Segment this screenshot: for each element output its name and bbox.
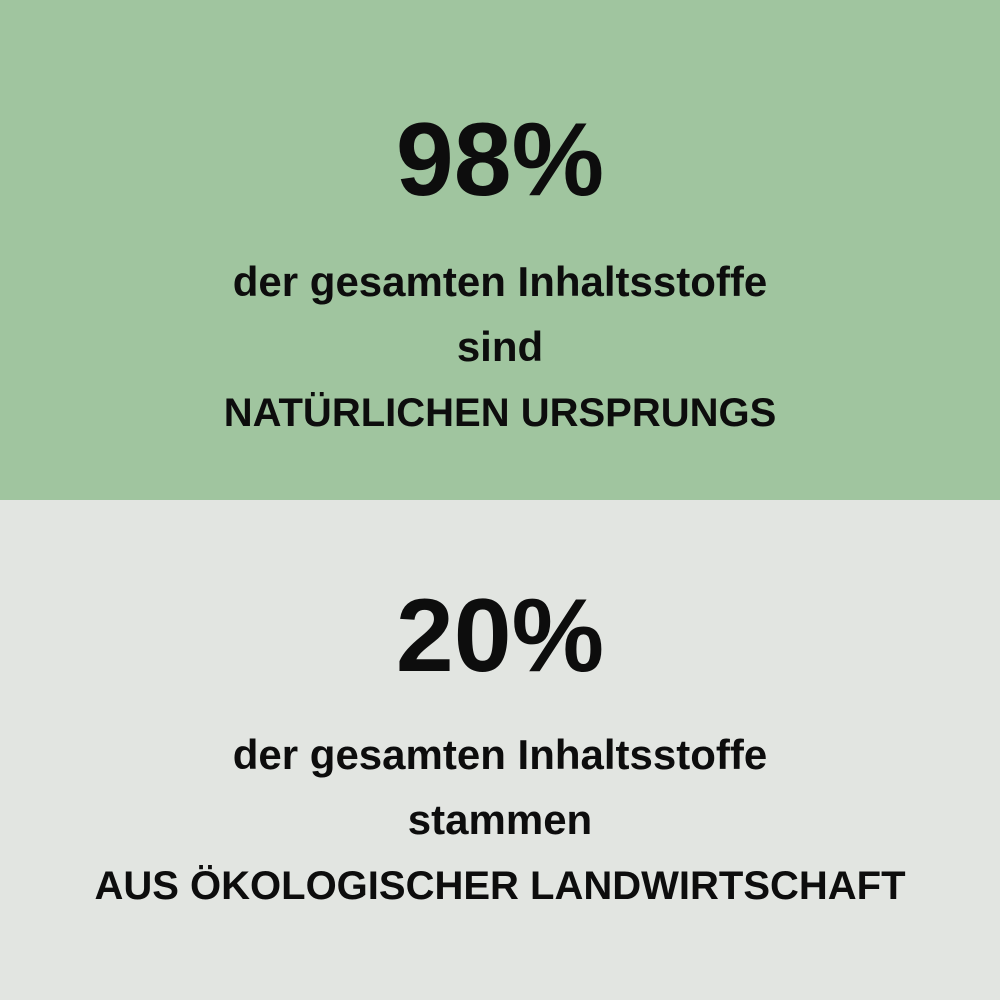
- organic-farming-percentage: 20%: [395, 578, 605, 694]
- natural-origin-panel: 98% der gesamten Inhaltsstoffe sind NATÜ…: [0, 0, 1000, 500]
- natural-origin-text-line1: der gesamten Inhaltsstoffe: [232, 258, 768, 305]
- natural-origin-text-line3: NATÜRLICHEN URSPRUNGS: [223, 391, 777, 435]
- organic-farming-text-line1: der gesamten Inhaltsstoffe: [232, 731, 768, 778]
- organic-farming-panel: 20% der gesamten Inhaltsstoffe stammen A…: [0, 500, 1000, 1000]
- natural-origin-percentage: 98%: [395, 102, 605, 218]
- organic-farming-text-line3: AUS ÖKOLOGISCHER LANDWIRTSCHAFT: [94, 864, 906, 908]
- natural-origin-text-line2: sind: [456, 323, 544, 370]
- organic-farming-text-line2: stammen: [407, 796, 593, 843]
